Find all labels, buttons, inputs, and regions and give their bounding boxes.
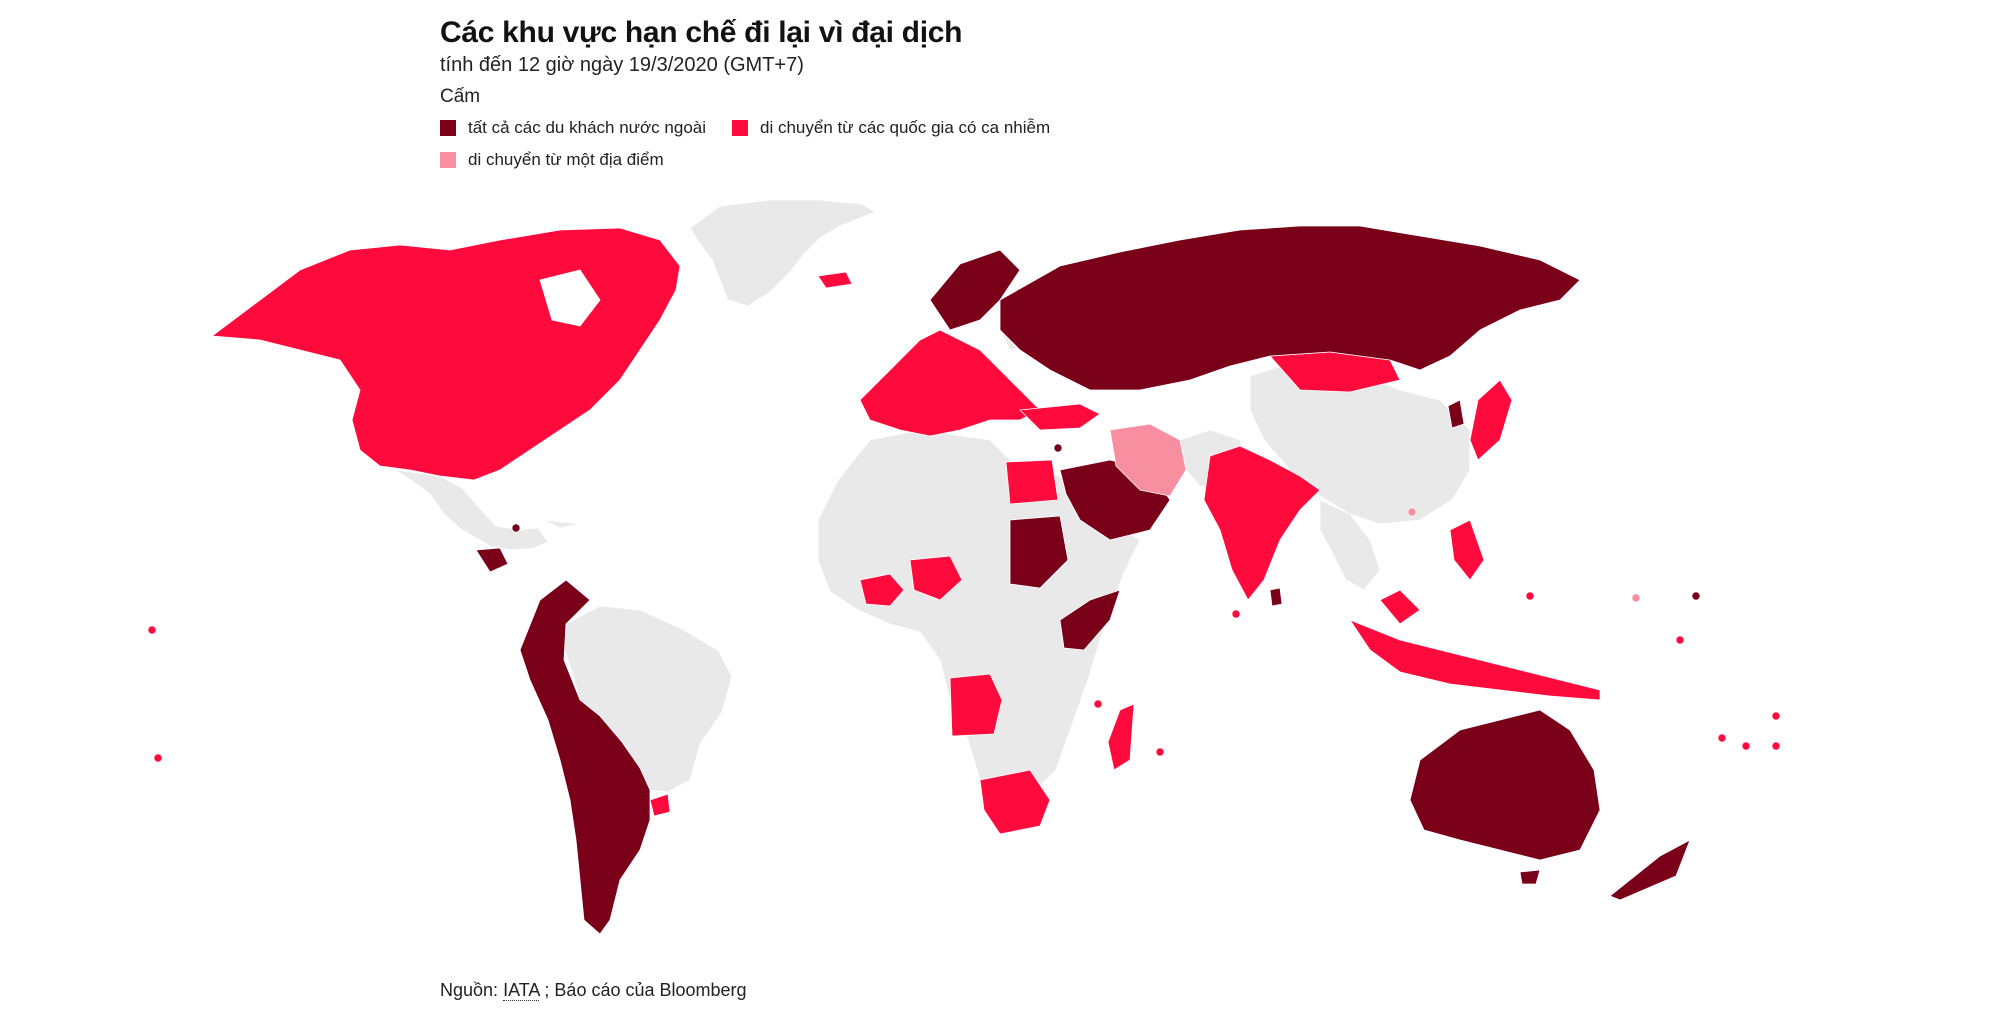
south-africa bbox=[979, 769, 1051, 835]
legend-item-from-location: di chuyển từ một địa điểm bbox=[440, 150, 664, 170]
india bbox=[1203, 445, 1321, 601]
angola bbox=[949, 673, 1003, 737]
brazil bbox=[563, 605, 733, 793]
map-subtitle: tính đến 12 giờ ngày 19/3/2020 (GMT+7) bbox=[440, 54, 804, 76]
turkey bbox=[1019, 403, 1101, 431]
island-marker bbox=[1525, 591, 1535, 601]
scandinavia bbox=[929, 249, 1021, 331]
map-header: Các khu vực hạn chế đi lại vì đại dịch t… bbox=[440, 14, 962, 78]
source-note: Nguồn: IATA ; Báo cáo của Bloomberg bbox=[440, 980, 747, 1001]
western-europe bbox=[859, 329, 1041, 437]
legend-title: Cấm bbox=[440, 86, 481, 107]
japan bbox=[1469, 379, 1513, 461]
greenland bbox=[689, 199, 876, 307]
island-marker bbox=[511, 523, 521, 533]
legend-item-all-foreign: tất cả các du khách nước ngoài bbox=[440, 118, 706, 138]
legend-label-all-foreign: tất cả các du khách nước ngoài bbox=[468, 118, 706, 137]
iran bbox=[1109, 423, 1187, 497]
sri-lanka bbox=[1269, 587, 1283, 607]
iceland bbox=[817, 271, 853, 289]
legend-swatch-all-foreign bbox=[440, 120, 456, 136]
legend-item-from-infected: di chuyển từ các quốc gia có ca nhiễm bbox=[732, 118, 1050, 138]
source-prefix: Nguồn: bbox=[440, 980, 499, 1000]
west-africa bbox=[859, 573, 905, 607]
russia bbox=[999, 225, 1581, 391]
uruguay bbox=[649, 793, 671, 817]
legend-label-from-location: di chuyển từ một địa điểm bbox=[468, 150, 664, 169]
source-suffix: ; Báo cáo của Bloomberg bbox=[544, 980, 747, 1000]
philippines bbox=[1449, 519, 1485, 581]
island-marker bbox=[1155, 747, 1165, 757]
legend-label-from-infected: di chuyển từ các quốc gia có ca nhiễm bbox=[760, 118, 1051, 137]
legend-swatch-from-infected bbox=[732, 120, 748, 136]
australia bbox=[1409, 709, 1601, 861]
malaysia bbox=[1379, 589, 1421, 625]
tasmania bbox=[1519, 869, 1541, 885]
egypt bbox=[1005, 459, 1059, 505]
kenya-somalia bbox=[1059, 589, 1121, 651]
indonesia bbox=[1349, 619, 1601, 701]
island-marker bbox=[1093, 699, 1103, 709]
canada-usa bbox=[211, 227, 681, 481]
new-zealand bbox=[1609, 839, 1691, 901]
andean-south-america bbox=[519, 579, 651, 935]
madagascar bbox=[1107, 703, 1135, 771]
island-marker bbox=[1675, 635, 1685, 645]
central-america bbox=[475, 547, 509, 573]
island-marker bbox=[1053, 443, 1063, 453]
korea bbox=[1447, 399, 1465, 429]
mexico bbox=[394, 469, 549, 551]
island-marker bbox=[1407, 507, 1417, 517]
island-marker bbox=[1771, 711, 1781, 721]
island-marker bbox=[147, 625, 157, 635]
indochina bbox=[1319, 499, 1381, 591]
nigeria bbox=[909, 555, 963, 601]
island-marker bbox=[1231, 609, 1241, 619]
island-marker bbox=[1741, 741, 1751, 751]
island-marker bbox=[153, 753, 163, 763]
hudson-bay bbox=[539, 269, 601, 327]
cuba bbox=[543, 519, 581, 529]
island-marker bbox=[1717, 733, 1727, 743]
island-marker bbox=[1691, 591, 1701, 601]
island-marker bbox=[1771, 741, 1781, 751]
source-link-iata[interactable]: IATA bbox=[503, 980, 540, 1001]
island-marker bbox=[1631, 593, 1641, 603]
legend-swatch-from-location bbox=[440, 152, 456, 168]
sudan bbox=[1009, 515, 1069, 589]
map-title: Các khu vực hạn chế đi lại vì đại dịch bbox=[440, 16, 963, 49]
